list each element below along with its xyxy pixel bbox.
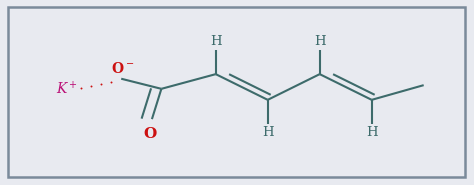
Text: H: H <box>366 126 377 139</box>
Text: H: H <box>210 35 221 48</box>
Text: K$^+$: K$^+$ <box>56 80 78 97</box>
Text: O: O <box>143 127 156 141</box>
Text: H: H <box>262 126 273 139</box>
Text: H: H <box>314 35 326 48</box>
Text: O$^-$: O$^-$ <box>110 61 134 76</box>
